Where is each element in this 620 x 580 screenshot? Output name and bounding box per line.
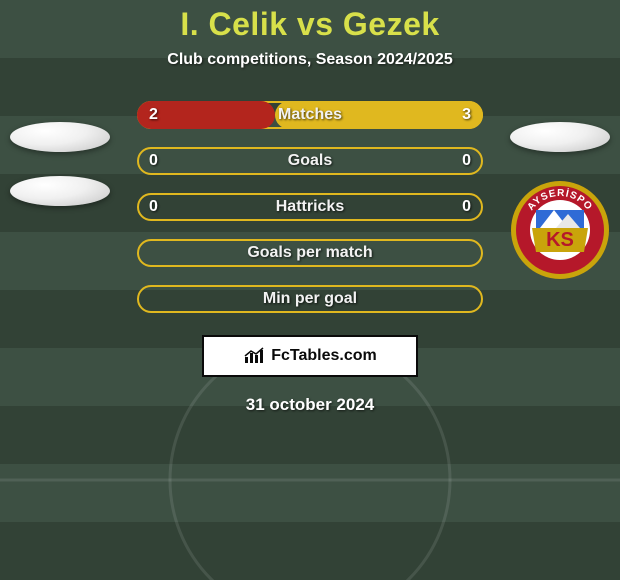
bar-chart-icon (243, 347, 265, 365)
club-crest: AYSERİSPO KS (510, 180, 610, 280)
player-avatar-placeholder (10, 176, 110, 206)
stat-value-left: 0 (149, 152, 158, 170)
stat-row: Goals 0 0 (137, 147, 483, 175)
stat-value-right: 3 (462, 106, 471, 124)
stat-label: Matches (278, 106, 342, 124)
stat-row: Goals per match (137, 239, 483, 267)
stat-label: Hattricks (276, 198, 344, 216)
date-label: 31 october 2024 (0, 395, 620, 415)
stat-row: Matches 2 3 (137, 101, 483, 129)
player-avatar-placeholder (10, 122, 110, 152)
subtitle: Club competitions, Season 2024/2025 (0, 51, 620, 69)
stat-row: Min per goal (137, 285, 483, 313)
stat-value-left: 2 (149, 106, 158, 124)
page-title: I. Celik vs Gezek (0, 6, 620, 43)
stat-label: Min per goal (263, 290, 357, 308)
svg-text:KS: KS (546, 229, 574, 251)
stat-value-right: 0 (462, 198, 471, 216)
stat-label: Goals per match (247, 244, 372, 262)
player-avatar-placeholder (510, 122, 610, 152)
stat-label: Goals (288, 152, 332, 170)
stat-value-right: 0 (462, 152, 471, 170)
fctables-watermark: FcTables.com (202, 335, 418, 377)
stat-row: Hattricks 0 0 (137, 193, 483, 221)
watermark-text: FcTables.com (271, 347, 377, 365)
stat-value-left: 0 (149, 198, 158, 216)
